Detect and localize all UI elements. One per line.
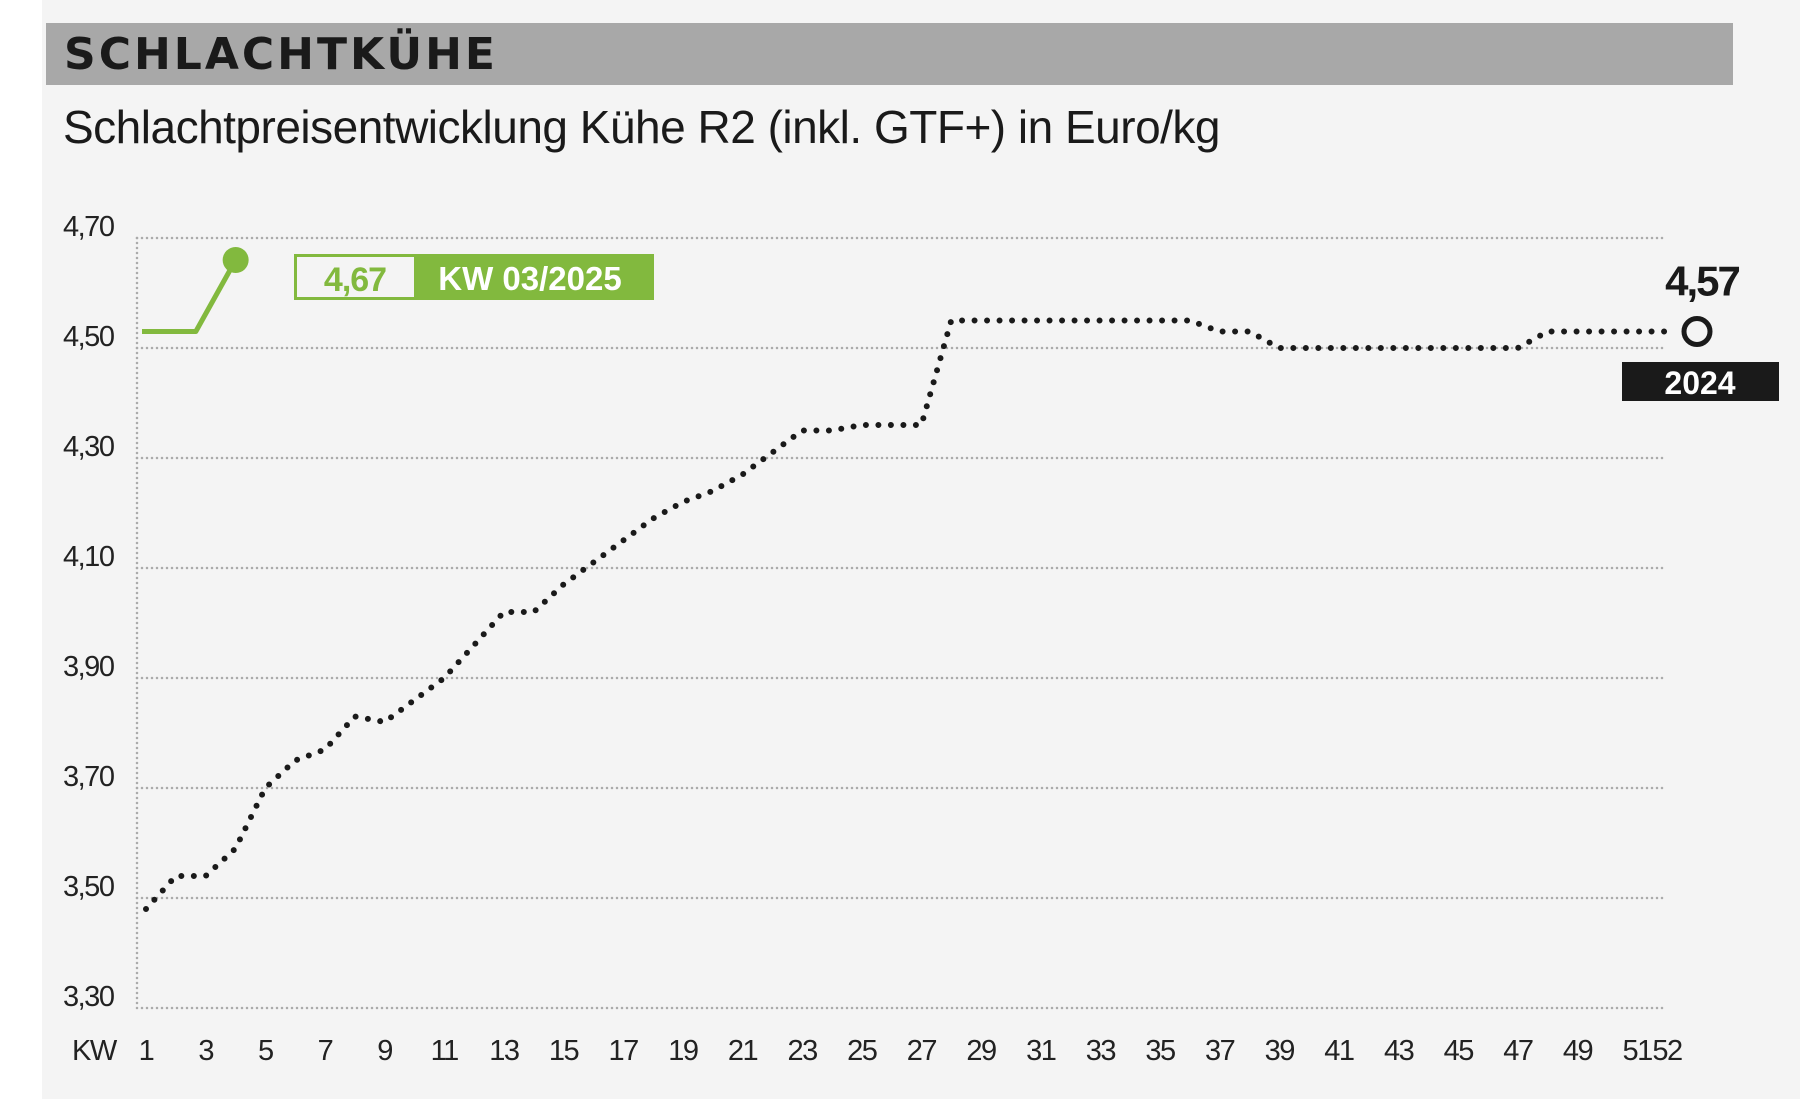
x-tick-label: 19 (668, 1035, 698, 1067)
x-tick-label: 11 (431, 1035, 458, 1067)
chart-title: Schlachtpreisentwicklung Kühe R2 (inkl. … (63, 101, 1221, 153)
current-value-label: 4,67 (324, 261, 386, 299)
x-tick-label: 52 (1652, 1035, 1682, 1067)
x-tick-label: 1 (139, 1035, 154, 1067)
y-tick-label: 4,30 (63, 431, 114, 463)
x-tick-label: 37 (1205, 1035, 1235, 1067)
x-tick-label: 41 (1324, 1035, 1354, 1067)
series-2024-end-marker (1681, 316, 1713, 347)
x-tick-label: 9 (377, 1035, 392, 1067)
x-tick-label: 47 (1503, 1035, 1533, 1067)
prev-value-label: 4,57 (1665, 258, 1739, 305)
y-tick-label: 3,50 (63, 871, 114, 903)
x-tick-label: 21 (728, 1035, 758, 1067)
x-tick-label: 29 (966, 1035, 996, 1067)
x-tick-label: 35 (1145, 1035, 1175, 1067)
series-2025-end-marker (222, 247, 249, 273)
x-tick-label: 7 (318, 1035, 333, 1067)
y-tick-label: 3,70 (63, 761, 114, 793)
x-tick-label: 17 (609, 1035, 639, 1067)
x-tick-label: 15 (549, 1035, 579, 1067)
x-tick-label: 5 (258, 1035, 273, 1067)
x-tick-label: 33 (1086, 1035, 1116, 1067)
series-2024-line (143, 317, 1670, 912)
x-tick-label: 39 (1265, 1035, 1295, 1067)
x-tick-label: 49 (1563, 1035, 1593, 1067)
current-value-box (297, 257, 414, 297)
year-badge-label: 2024 (1664, 365, 1735, 401)
x-tick-label: 27 (907, 1035, 937, 1067)
chart-panel (42, 0, 1800, 1099)
y-tick-label: 4,70 (63, 211, 114, 243)
series-2025-line (142, 258, 238, 334)
x-tick-label: 13 (489, 1035, 519, 1067)
x-tick-label: 3 (198, 1035, 213, 1067)
x-tick-label: 25 (847, 1035, 877, 1067)
x-axis-label: KW (72, 1035, 118, 1067)
y-tick-label: 4,10 (63, 541, 114, 573)
y-tick-label: 3,90 (63, 651, 114, 683)
current-week-label: KW 03/2025 (438, 260, 621, 297)
year-badge (1622, 362, 1779, 401)
x-tick-label: 45 (1444, 1035, 1474, 1067)
y-tick-label: 3,30 (63, 981, 114, 1013)
x-tick-label: 43 (1384, 1035, 1414, 1067)
y-tick-label: 4,50 (63, 321, 114, 353)
x-tick-label: 31 (1026, 1035, 1056, 1067)
section-header-label: SCHLACHTKÜHE (64, 29, 498, 80)
section-header: SCHLACHTKÜHE (46, 23, 1733, 85)
x-tick-label: 23 (787, 1035, 817, 1067)
x-tick-label: 51 (1623, 1035, 1653, 1067)
